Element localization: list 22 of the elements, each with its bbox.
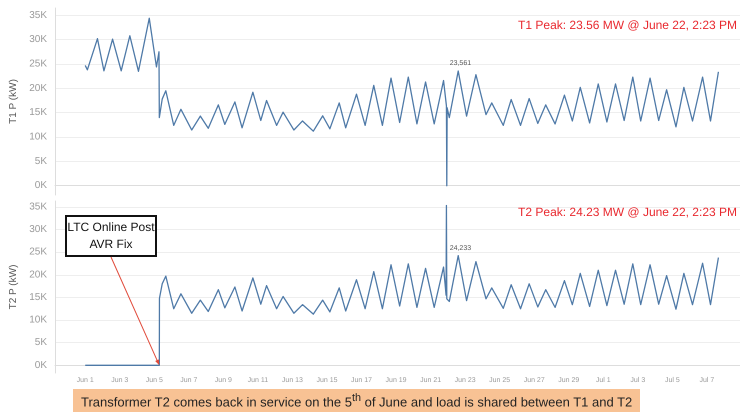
annotation: LTC Online Post AVR Fix (65, 215, 157, 257)
y-tick-label: 35K (29, 10, 48, 21)
y-tick-label: 25K (29, 246, 48, 258)
y-tick-label: 20K (29, 82, 48, 94)
y-tick-label: 5K (34, 337, 48, 348)
annotation: T2 Peak: 24.23 MW @ June 22, 2:23 PM (518, 205, 737, 219)
y-tick-label: 5K (34, 156, 48, 167)
y-tick-label: 15K (29, 292, 48, 303)
y-tick-label: 10K (29, 314, 48, 326)
y-axis-title: T1 P (kW) (8, 79, 19, 124)
annotation: T1 Peak: 23.56 MW @ June 22, 2:23 PM (518, 18, 737, 32)
text: Transformer T2 comes back in service on the 5$^{th}$ of June and load is shared between T1 and T2 (73, 389, 640, 412)
y-tick-label: 35K (29, 201, 48, 212)
y-axis-title: T2 P (kW) (8, 264, 19, 310)
y-tick-label: 20K (29, 269, 48, 280)
y-tick-label: 30K (29, 34, 48, 46)
y-tick-label: 0K (34, 360, 48, 371)
y-tick-label: 15K (29, 107, 48, 118)
y-tick-label: 30K (29, 224, 48, 236)
y-tick-label: 0K (34, 180, 48, 192)
y-tick-label: 25K (29, 58, 48, 70)
y-tick-label: 10K (29, 132, 48, 143)
